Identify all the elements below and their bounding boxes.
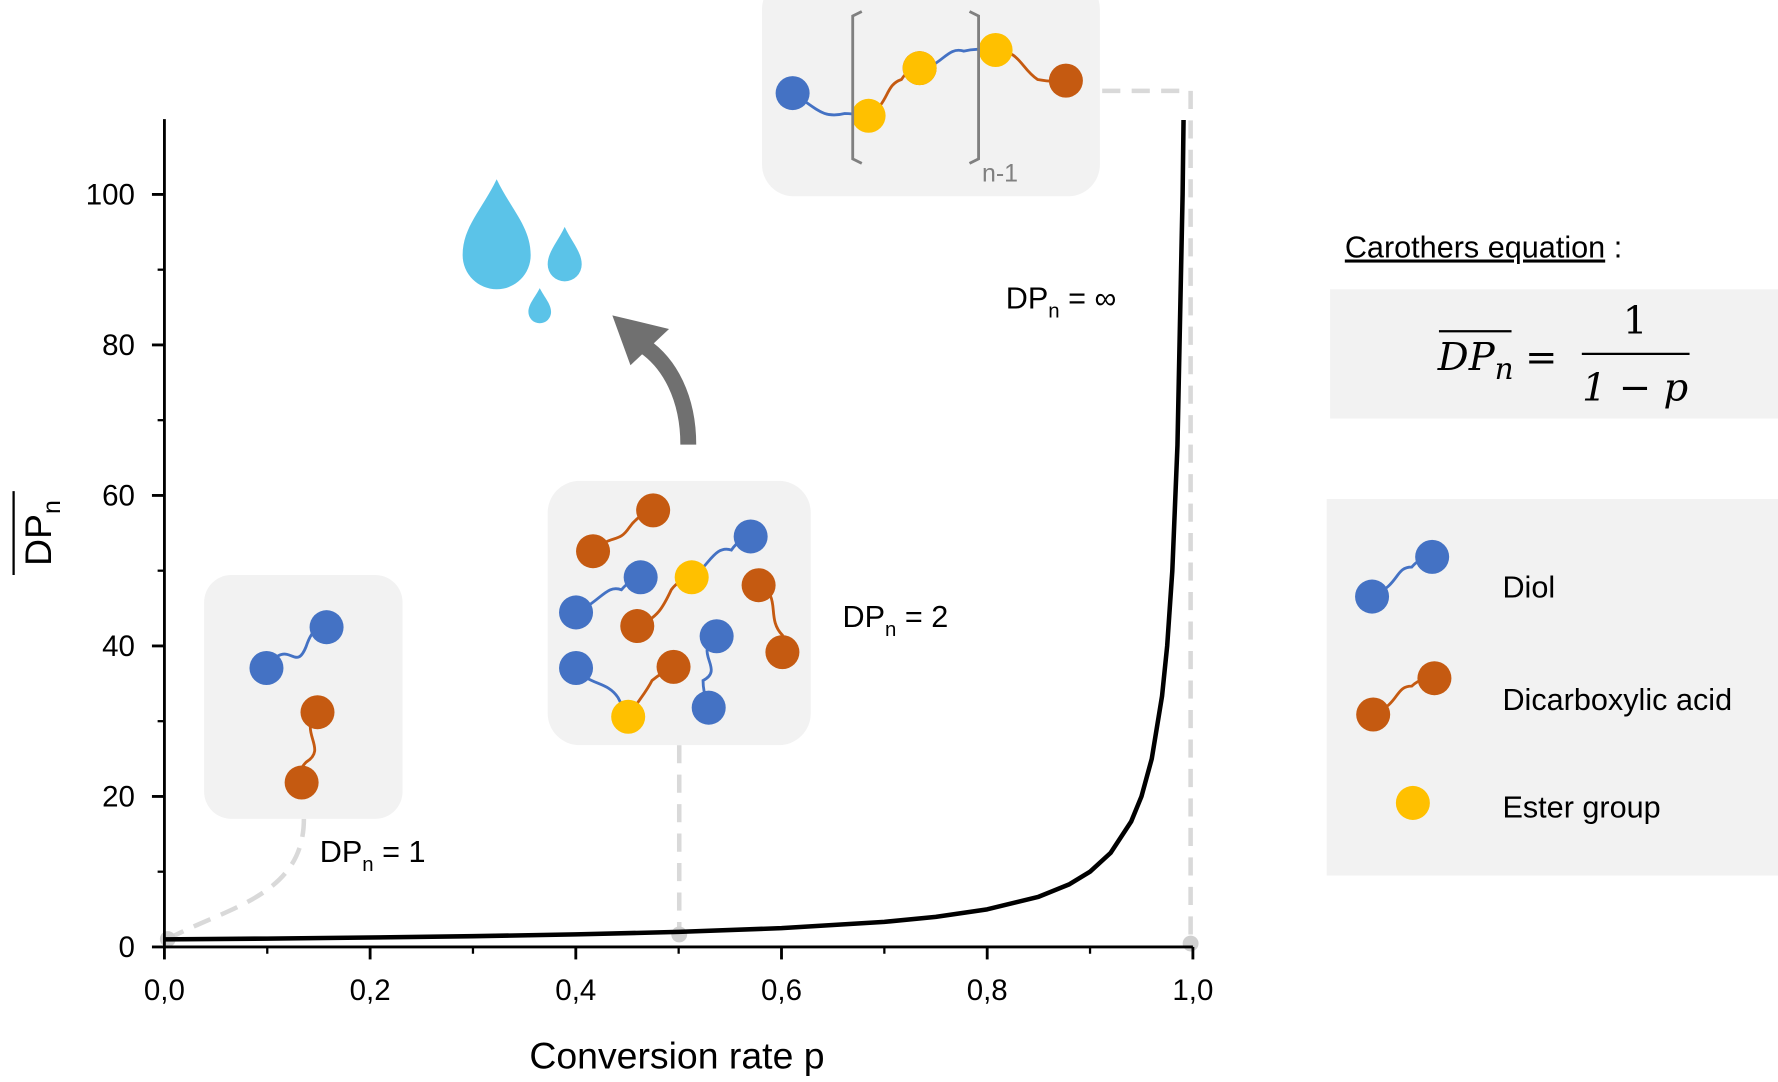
y-axis-label-text: DPn	[17, 500, 66, 566]
legend-label: Ester group	[1502, 791, 1660, 825]
y-tick-label: 100	[86, 179, 135, 212]
arrow	[612, 315, 697, 445]
x-tick-label: 0,6	[761, 974, 802, 1007]
equation-equals: =	[1525, 335, 1557, 380]
equation-lhs: DPn	[1437, 335, 1514, 386]
annotation: DPn = ∞	[1006, 282, 1117, 323]
x-tick-label: 0,8	[967, 974, 1008, 1007]
curve	[164, 119, 1186, 942]
monomer-box	[204, 575, 403, 819]
mixture-box	[547, 480, 811, 746]
polymer-box: n-1	[762, 0, 1100, 197]
x-tick-label: 0,4	[555, 974, 596, 1007]
y-tick-label: 0	[119, 931, 135, 964]
equation-denominator: 1 − p	[1582, 365, 1688, 410]
polymer-label: n-1	[982, 160, 1018, 188]
water-drops	[462, 179, 582, 324]
x-tick-label: 0,2	[350, 974, 391, 1007]
equation: Carothers equation : DPn = 1 1 − p	[1330, 231, 1778, 419]
x-tick-label: 1,0	[1172, 974, 1213, 1007]
legend-label: Diol	[1502, 571, 1555, 605]
equation-title: Carothers equation :	[1345, 231, 1622, 265]
x-tick-label: 0,0	[144, 974, 185, 1007]
y-tick-label: 40	[102, 630, 135, 663]
legend-label: Dicarboxylic acid	[1502, 683, 1732, 717]
annotation: DPn = 2	[843, 600, 949, 641]
y-tick-label: 20	[102, 781, 135, 814]
y-axis-label: DPn	[12, 491, 66, 576]
y-tick-label: 80	[102, 329, 135, 362]
connectors	[166, 88, 1193, 944]
annotation: DPn = 1	[320, 835, 426, 876]
legend: Diol Dicarboxylic acid Ester group	[1326, 499, 1778, 876]
y-tick-label: 60	[102, 480, 135, 513]
equation-numerator: 1	[1623, 298, 1648, 343]
x-axis-label: Conversion rate p	[529, 1034, 824, 1076]
